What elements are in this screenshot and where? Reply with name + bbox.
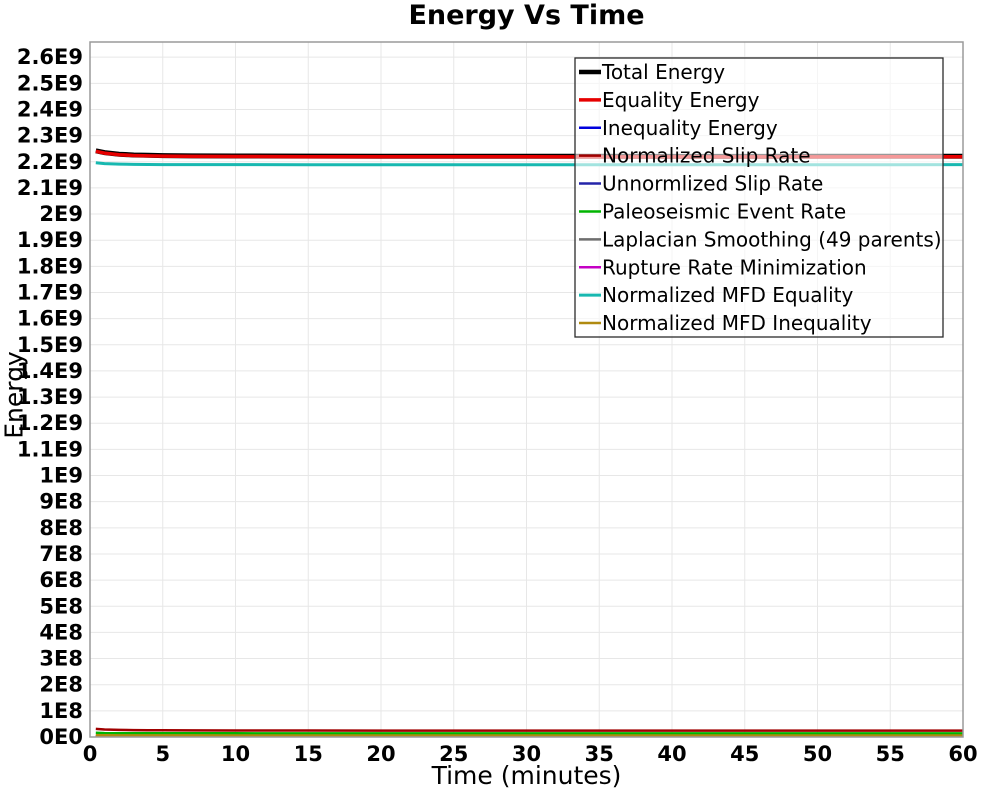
y-tick-label: 2.1E9 (17, 176, 83, 200)
legend-label: Normalized MFD Equality (602, 283, 854, 307)
y-tick-label: 1.1E9 (17, 437, 83, 461)
x-tick-label: 15 (294, 742, 323, 766)
x-tick-label: 55 (876, 742, 905, 766)
y-tick-label: 1E9 (39, 464, 83, 488)
x-tick-label: 45 (730, 742, 759, 766)
y-tick-label: 2.4E9 (17, 97, 83, 121)
legend-item-paleoseismic-event-rate: Paleoseismic Event Rate (579, 199, 846, 223)
series-line-normalized-slip-rate (95, 727, 963, 732)
legend-item-rupture-rate-minimization: Rupture Rate Minimization (579, 255, 867, 279)
y-tick-label: 1.6E9 (17, 307, 83, 331)
y-tick-label: 1.8E9 (17, 254, 83, 278)
legend-item-unnormlized-slip-rate: Unnormlized Slip Rate (579, 172, 823, 196)
x-tick-label: 5 (155, 742, 170, 766)
legend-item-inequality-energy: Inequality Energy (579, 116, 778, 140)
legend-label: Paleoseismic Event Rate (602, 199, 846, 223)
x-tick-label: 25 (439, 742, 468, 766)
legend-item-normalized-mfd-equality: Normalized MFD Equality (579, 283, 854, 307)
y-tick-label: 8E8 (39, 516, 83, 540)
legend-label: Laplacian Smoothing (49 parents) (602, 227, 942, 251)
legend: Total Energy Equality Energy Inequality En… (574, 57, 944, 338)
y-tick-label: 2E8 (39, 673, 83, 697)
y-tick-label: 1E8 (39, 699, 83, 723)
y-tick-label: 2E9 (39, 202, 83, 226)
legend-box (574, 57, 944, 338)
y-tick-label: 1.4E9 (17, 359, 83, 383)
y-tick-label: 1.3E9 (17, 385, 83, 409)
y-tick-label: 1.9E9 (17, 228, 83, 252)
legend-label: Normalized Slip Rate (602, 144, 811, 168)
y-tick-label: 0E0 (39, 725, 83, 749)
chart-title: Energy Vs Time (408, 0, 645, 31)
legend-item-normalized-slip-rate: Normalized Slip Rate (579, 144, 811, 168)
y-tick-label: 6E8 (39, 568, 83, 592)
y-tick-label: 2.5E9 (17, 71, 83, 95)
y-tick-label: 1.5E9 (17, 333, 83, 357)
y-tick-label: 1.7E9 (17, 280, 83, 304)
legend-item-laplacian-smoothing-49-parents: Laplacian Smoothing (49 parents) (579, 227, 942, 251)
y-tick-label: 5E8 (39, 594, 83, 618)
legend-item-total-energy: Total Energy (579, 60, 725, 84)
x-tick-label: 20 (366, 742, 395, 766)
x-tick-label: 35 (585, 742, 614, 766)
legend-label: Inequality Energy (602, 116, 778, 140)
y-tick-label: 7E8 (39, 542, 83, 566)
legend-label: Unnormlized Slip Rate (602, 172, 823, 196)
legend-label: Equality Energy (602, 88, 760, 112)
x-tick-label: 10 (221, 742, 250, 766)
legend-item-normalized-mfd-inequality: Normalized MFD Inequality (579, 311, 872, 335)
x-tick-label: 0 (83, 742, 98, 766)
y-tick-label: 2.2E9 (17, 150, 83, 174)
x-tick-label: 60 (948, 742, 977, 766)
legend-label: Rupture Rate Minimization (602, 255, 867, 279)
y-tick-label: 2.3E9 (17, 124, 83, 148)
legend-label: Total Energy (601, 60, 725, 84)
legend-label: Normalized MFD Inequality (602, 311, 872, 335)
y-tick-label: 3E8 (39, 647, 83, 671)
y-tick-label: 4E8 (39, 620, 83, 644)
plot-border (89, 41, 964, 738)
x-tick-label: 50 (803, 742, 832, 766)
legend-item-equality-energy: Equality Energy (579, 88, 760, 112)
y-tick-label: 9E8 (39, 490, 83, 514)
y-tick-label: 2.6E9 (17, 45, 83, 69)
x-tick-label: 30 (512, 742, 541, 766)
x-tick-label: 40 (657, 742, 686, 766)
x-axis-title: Time (minutes) (431, 761, 622, 790)
series-line-paleoseismic-event-rate (95, 731, 963, 735)
y-tick-label: 1.2E9 (17, 411, 83, 435)
